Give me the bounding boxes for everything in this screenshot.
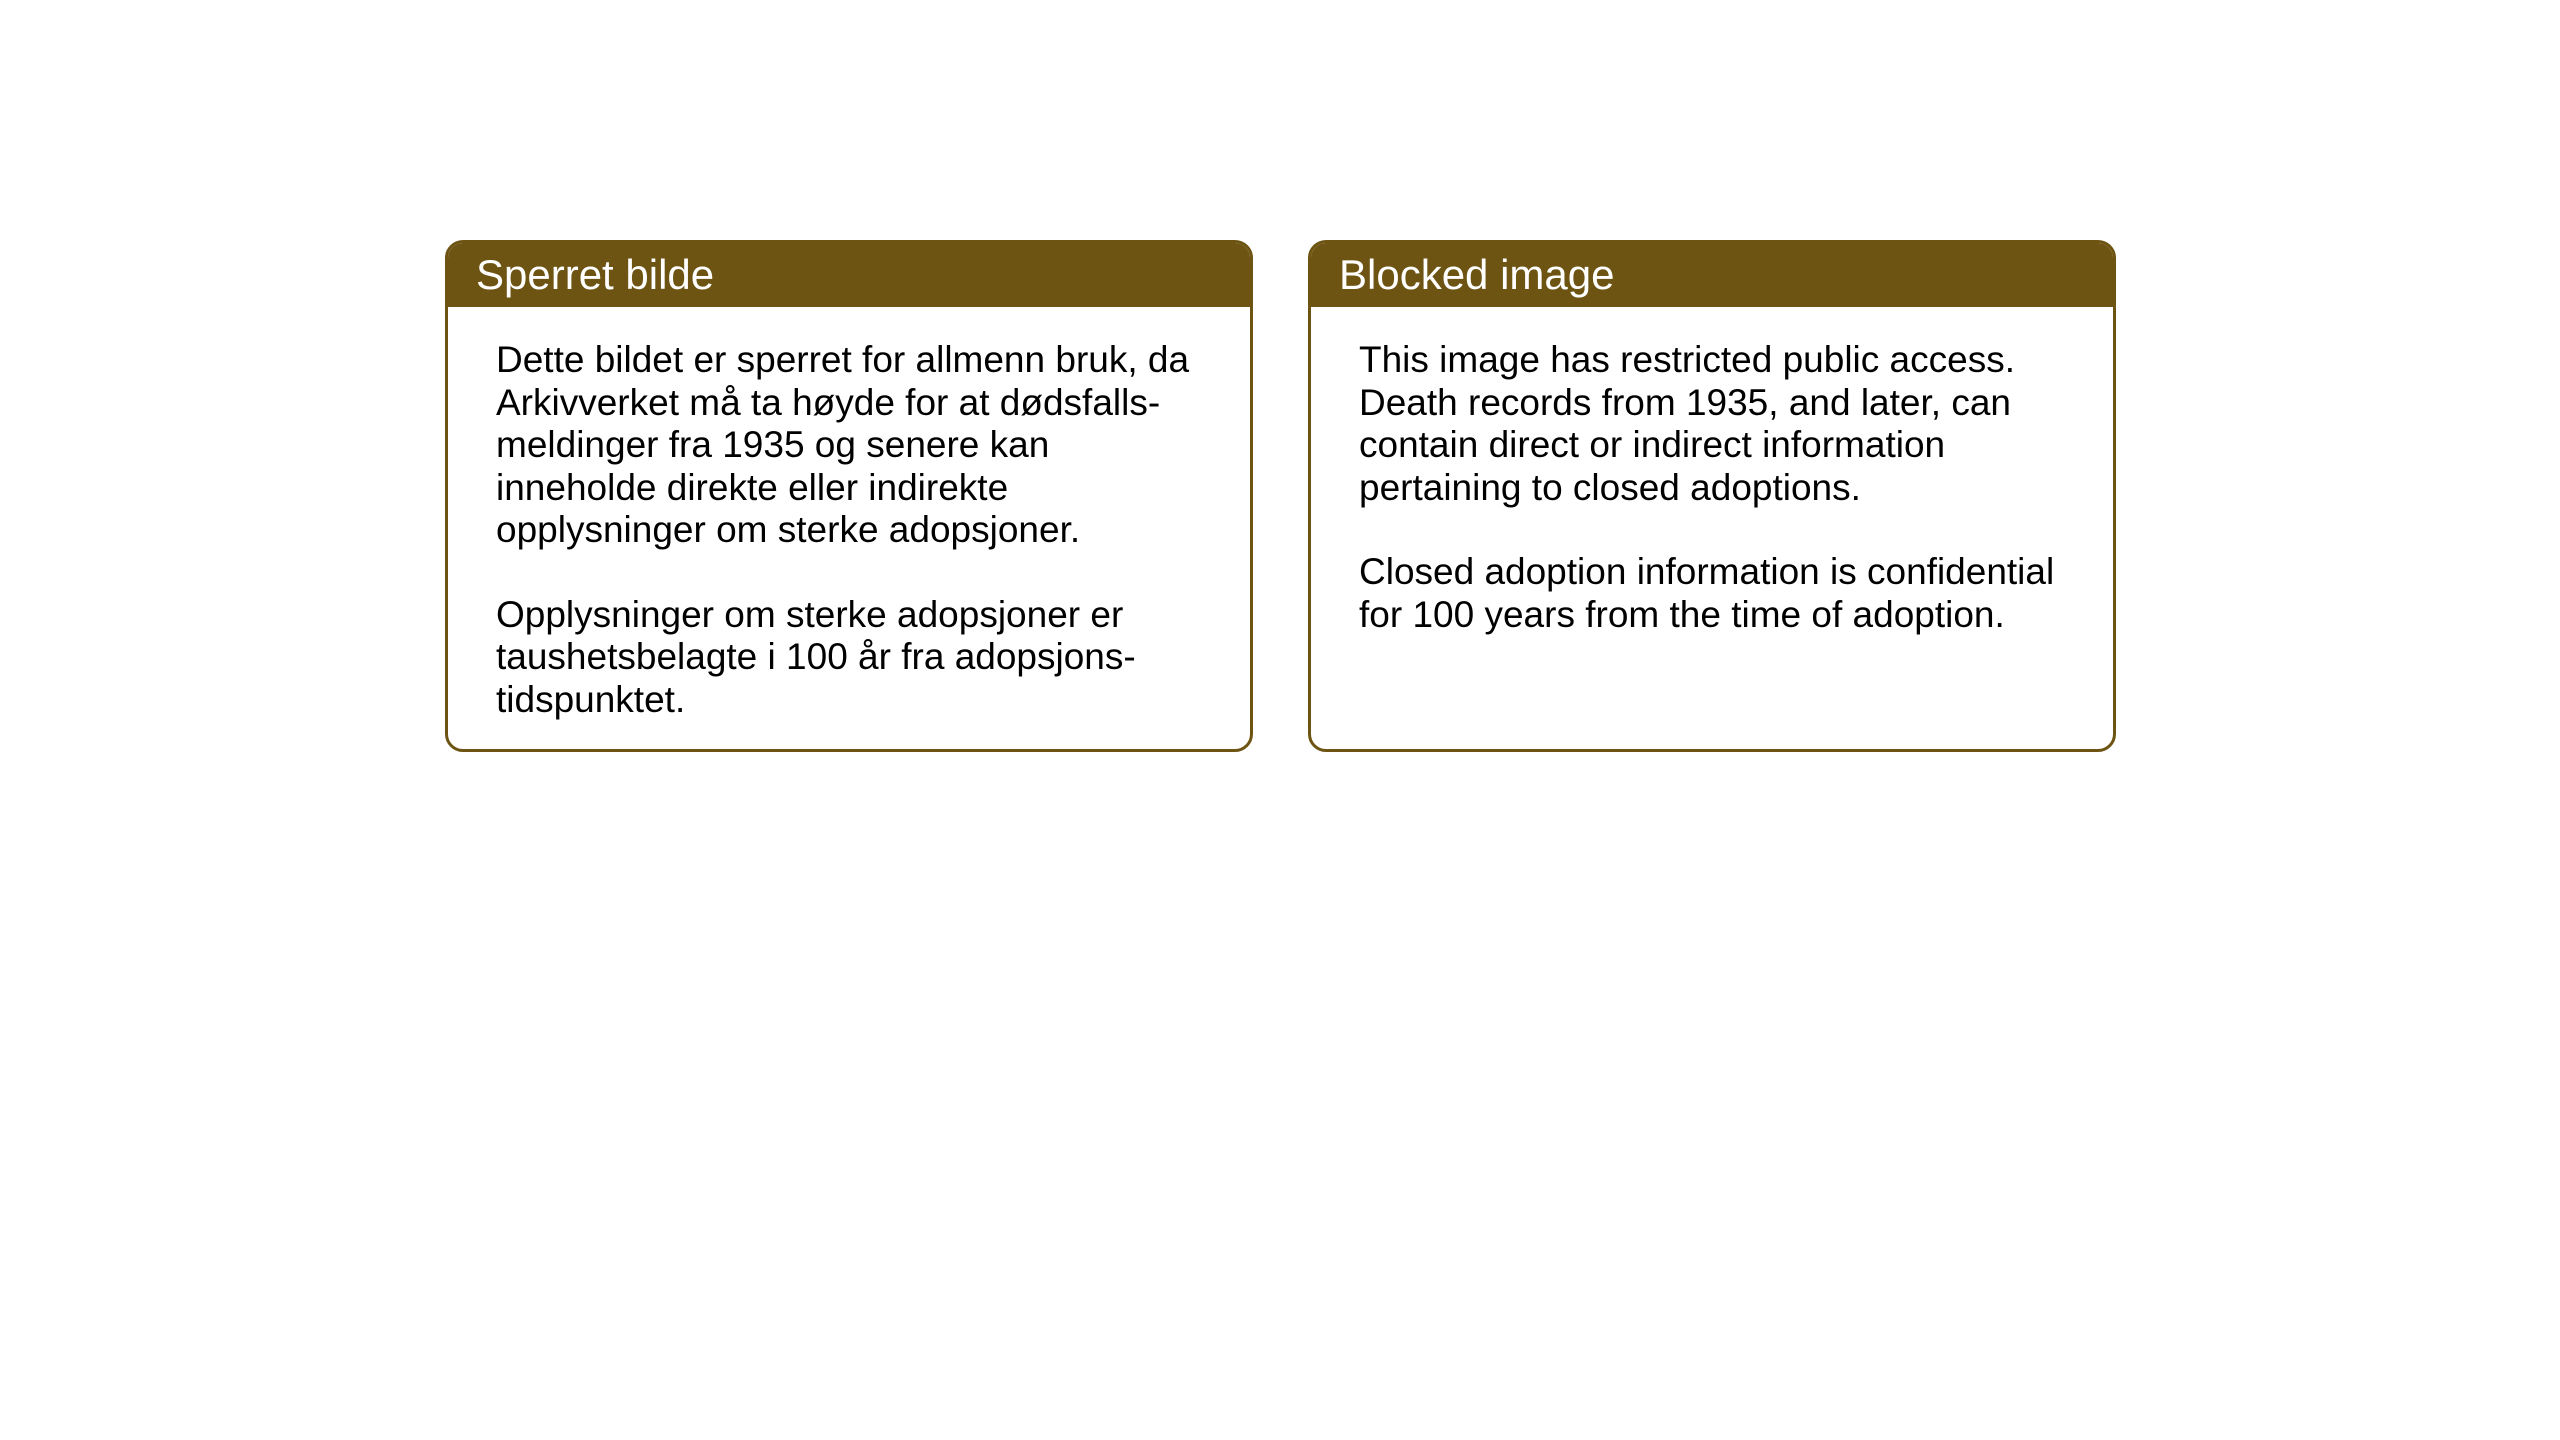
- card-paragraph-1: This image has restricted public access.…: [1359, 339, 2065, 509]
- card-paragraph-2: Opplysninger om sterke adopsjoner er tau…: [496, 594, 1202, 722]
- card-body: Dette bildet er sperret for allmenn bruk…: [448, 307, 1250, 752]
- notice-container: Sperret bilde Dette bildet er sperret fo…: [445, 240, 2116, 752]
- card-title: Sperret bilde: [476, 251, 714, 298]
- notice-card-english: Blocked image This image has restricted …: [1308, 240, 2116, 752]
- card-header: Blocked image: [1311, 243, 2113, 307]
- card-title: Blocked image: [1339, 251, 1614, 298]
- notice-card-norwegian: Sperret bilde Dette bildet er sperret fo…: [445, 240, 1253, 752]
- card-paragraph-1: Dette bildet er sperret for allmenn bruk…: [496, 339, 1202, 552]
- card-header: Sperret bilde: [448, 243, 1250, 307]
- card-body: This image has restricted public access.…: [1311, 307, 2113, 668]
- card-paragraph-2: Closed adoption information is confident…: [1359, 551, 2065, 636]
